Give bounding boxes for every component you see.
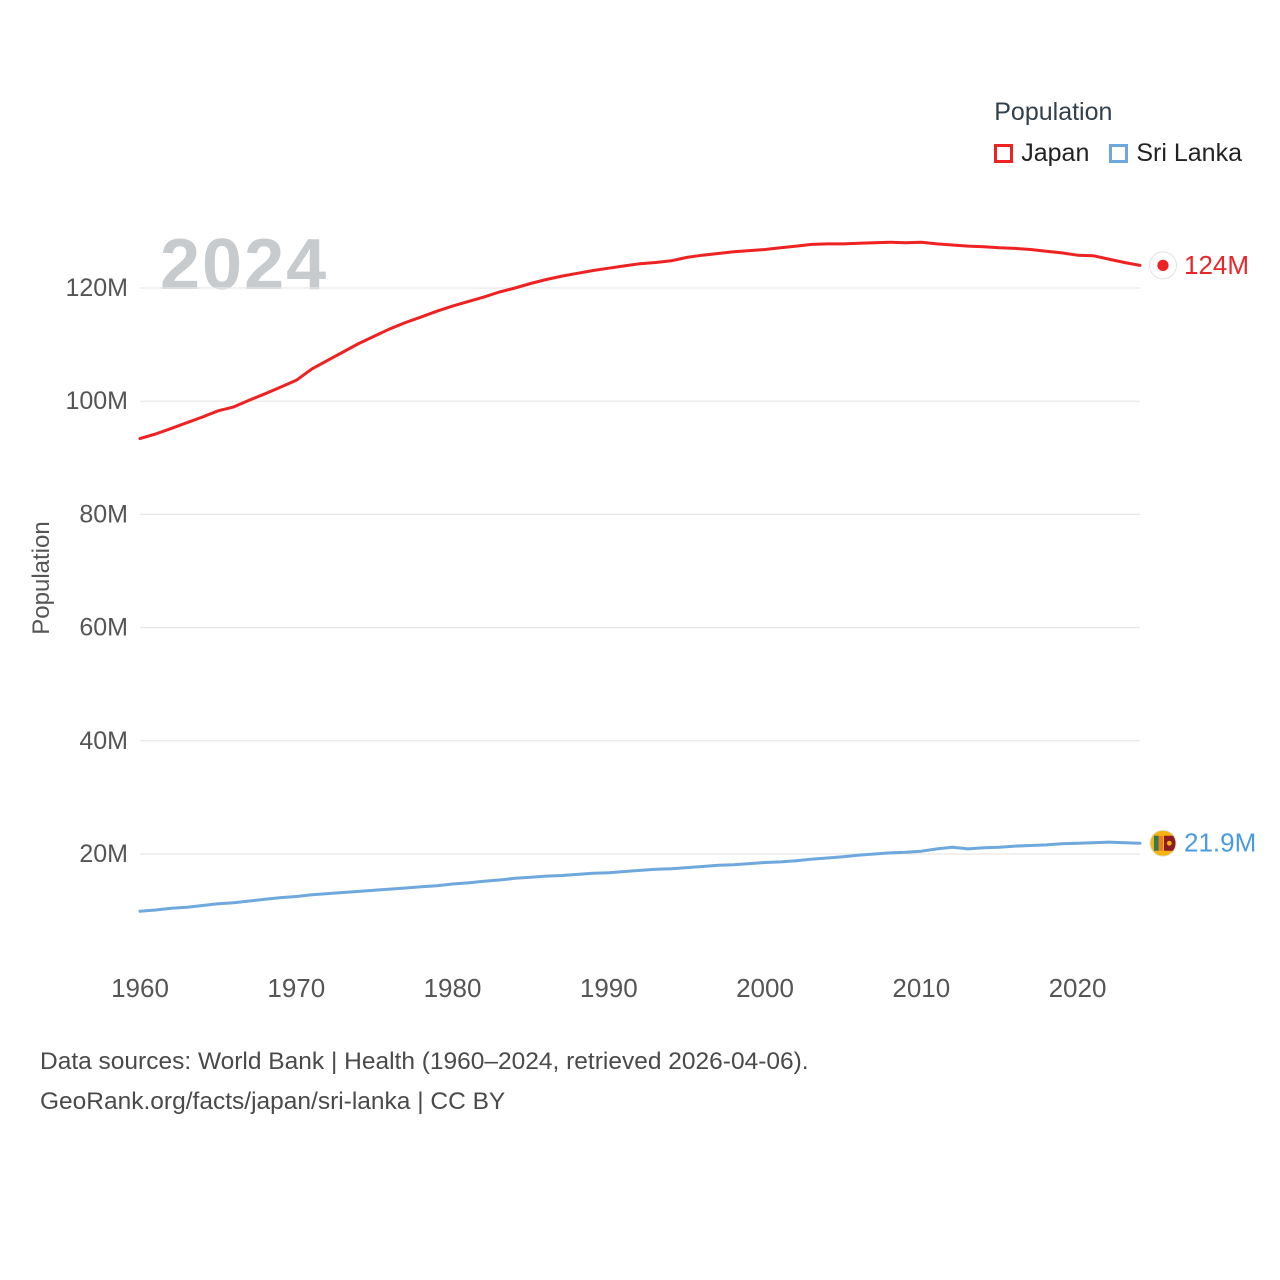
sri-lanka-flag-green-stripe <box>1154 835 1159 851</box>
sri-lanka-swatch-icon <box>1109 144 1129 163</box>
y-tick-label: 100M <box>65 387 128 415</box>
y-tick-label: 120M <box>65 274 128 302</box>
legend-items: Japan Sri Lanka <box>994 139 1242 168</box>
legend-item-japan[interactable]: Japan <box>994 139 1089 168</box>
legend-label-japan: Japan <box>1021 139 1090 167</box>
sri-lanka-flag-lion-mark <box>1166 840 1172 846</box>
legend-title: Population <box>994 98 1113 126</box>
sri-lanka-flag-saffron-stripe <box>1158 835 1163 851</box>
japan-swatch-icon <box>994 144 1014 163</box>
legend-item-sri-lanka[interactable]: Sri Lanka <box>1109 139 1242 168</box>
end-label-japan: 124M <box>1184 250 1249 280</box>
y-tick-label: 80M <box>79 500 128 528</box>
y-axis-title: Population <box>28 521 55 635</box>
y-tick-label: 40M <box>79 727 128 755</box>
x-tick-label: 2010 <box>892 973 950 1003</box>
footer-data-sources: Data sources: World Bank | Health (1960–… <box>40 1048 809 1075</box>
footer: Data sources: World Bank | Health (1960–… <box>40 1042 809 1122</box>
x-tick-label: 1970 <box>267 973 325 1003</box>
y-tick-label: 20M <box>79 840 128 868</box>
x-tick-label: 1990 <box>580 973 638 1003</box>
end-label-sri-lanka: 21.9M <box>1184 828 1256 858</box>
x-tick-label: 1980 <box>424 973 482 1003</box>
y-tick-label: 60M <box>79 614 128 642</box>
sri-lanka-line <box>138 840 1142 913</box>
x-tick-label: 2000 <box>736 973 794 1003</box>
legend-label-sri-lanka: Sri Lanka <box>1136 139 1242 167</box>
footer-attribution-link: GeoRank.org/facts/japan/sri-lanka | CC B… <box>40 1088 506 1115</box>
legend: Population Japan Sri Lanka <box>994 98 1242 168</box>
japan-line <box>138 240 1142 441</box>
x-tick-label: 2020 <box>1049 973 1107 1003</box>
x-tick-label: 1960 <box>111 973 169 1003</box>
japan-flag-disc <box>1157 259 1169 271</box>
year-watermark: 2024 <box>160 225 329 305</box>
